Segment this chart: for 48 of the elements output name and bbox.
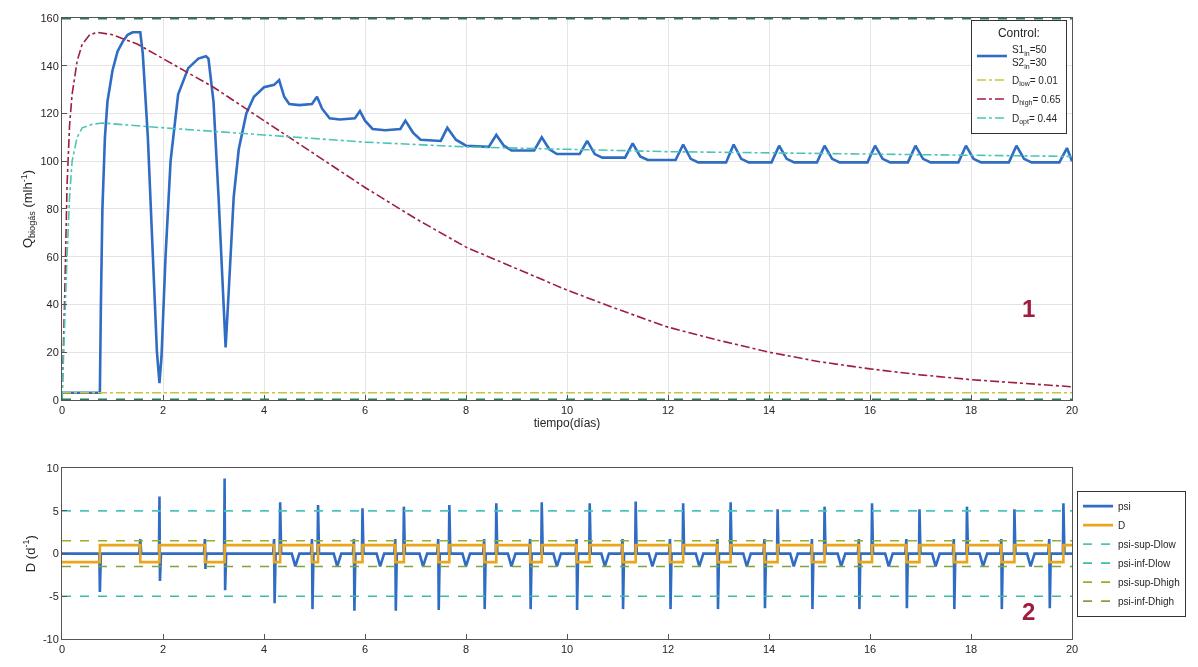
y-tick-label: 40: [46, 298, 59, 311]
x-tick-label: 12: [661, 643, 675, 656]
y-tick-label: 160: [40, 11, 59, 24]
x-tick-label: 4: [260, 643, 268, 656]
legend-label: psi: [1118, 501, 1131, 513]
x-tick-label: 16: [863, 643, 877, 656]
x-tick-label: 14: [762, 643, 776, 656]
legend-label: psi-sup-Dhigh: [1118, 577, 1180, 589]
y-tick-label: 140: [40, 59, 59, 72]
x-tick-label: 12: [661, 404, 675, 417]
y-tick-label: 120: [40, 107, 59, 120]
legend-label: D: [1118, 520, 1126, 532]
legend-label: psi-inf-Dlow: [1118, 558, 1172, 570]
x-tick-label: 2: [159, 404, 167, 417]
x-tick-label: 2: [159, 643, 167, 656]
legend-label: psi-inf-Dhigh: [1118, 596, 1175, 608]
legend-label: D$_{high}$= 0.65: [1011, 93, 1061, 108]
annotation: 1: [1022, 295, 1036, 322]
x-tick-label: 8: [462, 643, 470, 656]
x-tick-label: 8: [462, 404, 470, 417]
x-tick-label: 14: [762, 404, 776, 417]
y-tick-label: -5: [49, 590, 59, 603]
legend-label: S1$_{in}$=50 S2$_{in}$=30: [1011, 44, 1048, 70]
x-tick-label: 20: [1065, 404, 1079, 417]
x-tick-label: 18: [964, 404, 978, 417]
x-tick-label: 6: [361, 404, 369, 417]
y-tick-label: 80: [46, 202, 59, 215]
x-tick-label: 20: [1065, 643, 1079, 656]
y-tick-label: 60: [46, 250, 59, 263]
x-tick-label: 10: [560, 404, 574, 417]
y-tick-label: 10: [46, 462, 59, 475]
x-tick-label: 6: [361, 643, 369, 656]
y-tick-label: 5: [52, 504, 59, 517]
y-tick-label: 20: [46, 346, 59, 359]
y-tick-label: -10: [42, 632, 59, 645]
x-axis-title: tiempo(días): [533, 416, 601, 431]
annotation: 2: [1022, 598, 1036, 625]
legend-label: D$_{low}$= 0.01: [1011, 74, 1059, 88]
x-tick-label: 10: [560, 643, 574, 656]
legend-title: Control:: [997, 25, 1040, 40]
y-tick-label: 0: [52, 393, 59, 406]
x-tick-label: 18: [964, 643, 978, 656]
x-tick-label: 16: [863, 404, 877, 417]
legend-label: D$_{opt}$= 0.44: [1011, 112, 1058, 127]
legend-label: psi-sup-Dlow: [1118, 539, 1177, 551]
y-tick-label: 100: [40, 155, 59, 168]
y-tick-label: 0: [52, 547, 59, 560]
x-tick-label: 4: [260, 404, 268, 417]
